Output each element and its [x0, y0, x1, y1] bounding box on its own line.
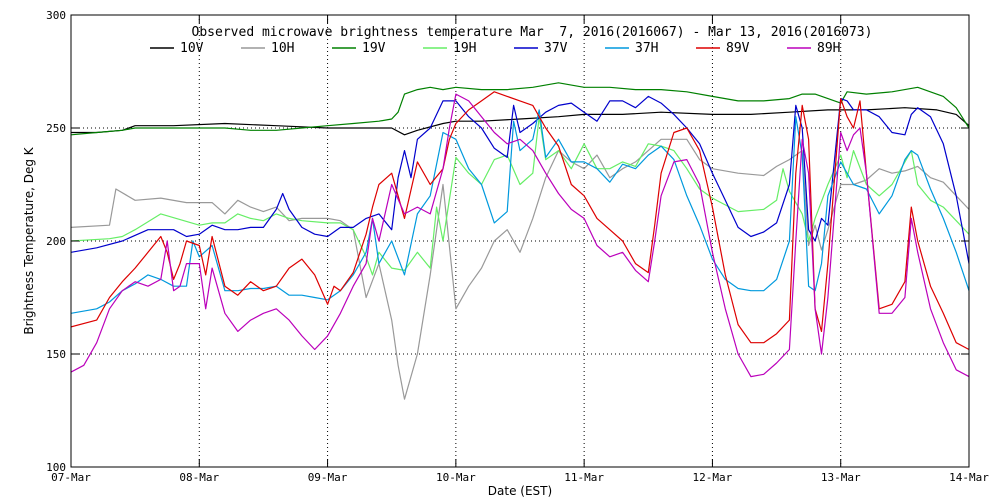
y-tick-label-4: 300	[46, 9, 66, 22]
y-tick-labels: 100 150 200 250 300	[46, 9, 66, 474]
series-line-19V	[71, 82, 969, 136]
series-line-10H	[71, 138, 969, 400]
y-tick-label-1: 150	[46, 348, 66, 361]
chart-title: Observed microwave brightness temperatur…	[192, 25, 873, 40]
x-tick-label-2: 09-Mar	[308, 471, 348, 484]
axis-ticks	[70, 14, 970, 468]
series-line-37H	[71, 109, 969, 314]
legend-label-19H: 19H	[453, 41, 476, 56]
series-line-89H	[71, 93, 969, 378]
legend-label-89H: 89H	[817, 41, 840, 56]
x-tick-label-0: 07-Mar	[51, 471, 91, 484]
series-line-37V	[71, 95, 969, 264]
x-tick-label-4: 11-Mar	[564, 471, 604, 484]
legend-label-37H: 37H	[635, 41, 658, 56]
y-tick-label-3: 250	[46, 122, 66, 135]
y-axis-title: Brightness Temperature, Deg K	[22, 146, 36, 334]
x-tick-label-3: 10-Mar	[436, 471, 476, 484]
x-tick-label-7: 14-Mar	[949, 471, 989, 484]
legend-label-19V: 19V	[362, 41, 386, 56]
x-tick-label-6: 13-Mar	[821, 471, 861, 484]
y-tick-label-0: 100	[46, 461, 66, 474]
series-line-89V	[71, 91, 969, 351]
legend-label-37V: 37V	[544, 41, 568, 56]
y-tick-label-2: 200	[46, 235, 66, 248]
legend: 10V 10H 19V 19H 37V 37H 89V 89H	[150, 41, 840, 56]
legend-label-10V: 10V	[180, 41, 204, 56]
legend-label-89V: 89V	[726, 41, 750, 56]
legend-label-10H: 10H	[271, 41, 294, 56]
x-tick-label-1: 08-Mar	[179, 471, 219, 484]
series-lines	[71, 82, 969, 400]
x-axis-title: Date (EST)	[488, 484, 552, 498]
x-tick-label-5: 12-Mar	[693, 471, 733, 484]
x-tick-labels: 07-Mar 08-Mar 09-Mar 10-Mar 11-Mar 12-Mar 13-M…	[51, 471, 989, 484]
series-line-10V	[71, 107, 969, 136]
